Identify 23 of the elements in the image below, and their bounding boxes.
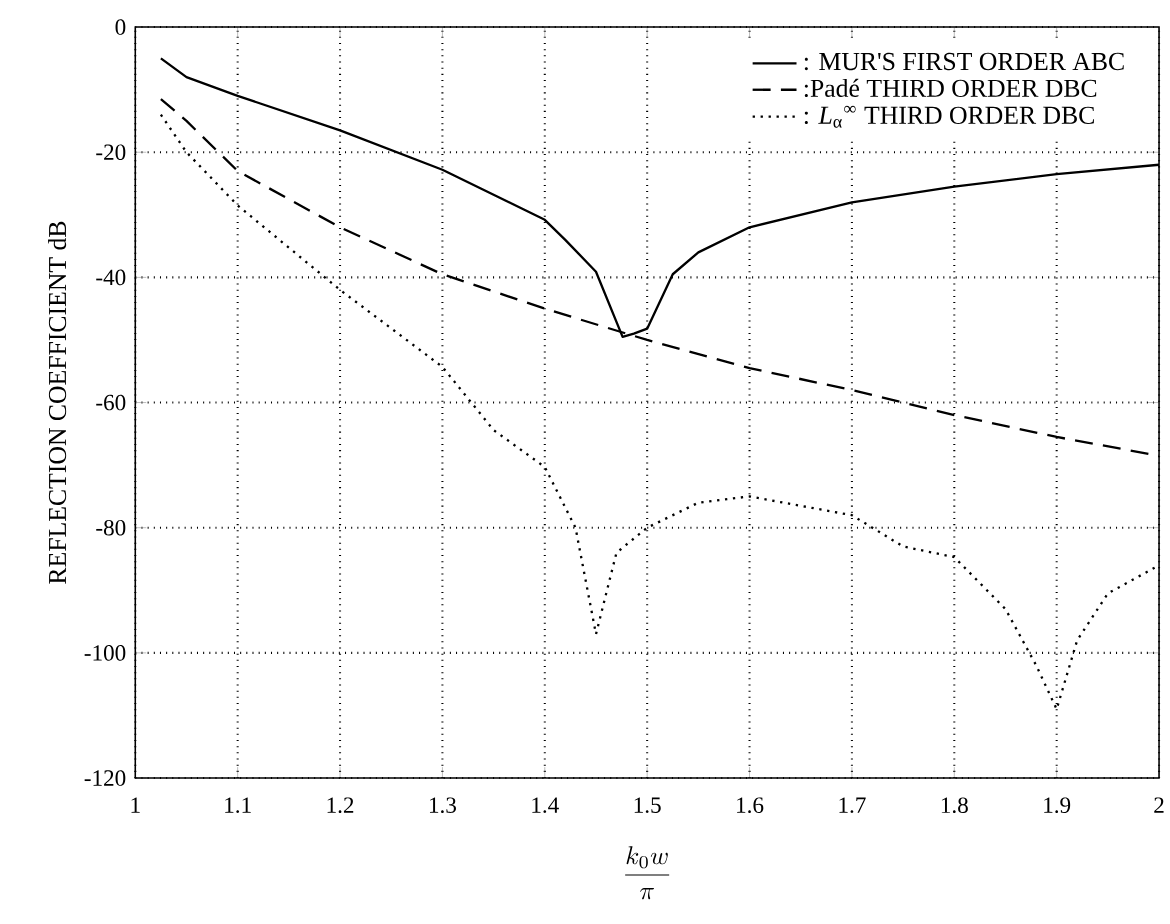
y-tick-label: -120 <box>84 770 126 786</box>
y-tick-label: -20 <box>96 144 126 160</box>
legend-label: :Padé THIRD ORDER DBC <box>804 78 1097 97</box>
x-tick-label: 1 <box>131 797 140 813</box>
x-axis-title: $\frac{k_0 w}{\pi}$ <box>625 846 670 900</box>
y-axis-title: REFLECTION COEFFICIENT dB <box>48 221 67 584</box>
y-tick-label: -40 <box>96 269 126 286</box>
legend-label: : L$_{α}$$^{∞}$ THIRD ORDER DBC <box>804 105 1094 128</box>
x-tick-label: 1.8 <box>941 797 968 813</box>
x-tick-label: 1.6 <box>737 797 764 813</box>
x-tick-label: 1.9 <box>1044 797 1071 813</box>
x-tick-label: 1.4 <box>532 797 559 813</box>
legend-label: : MUR'S FIRST ORDER ABC <box>804 52 1124 71</box>
x-tick-label: 1.7 <box>839 797 866 813</box>
x-tick-label: 2 <box>1154 797 1164 813</box>
y-tick-label: -60 <box>96 394 126 411</box>
x-tick-label: 1.1 <box>225 797 251 813</box>
x-tick-label: 1.3 <box>429 797 456 813</box>
x-tick-label: 1.5 <box>634 797 661 813</box>
y-tick-label: -100 <box>84 644 126 661</box>
y-tick-label: -80 <box>96 519 126 536</box>
y-tick-label: 0 <box>115 19 126 35</box>
x-tick-label: 1.2 <box>327 797 354 813</box>
